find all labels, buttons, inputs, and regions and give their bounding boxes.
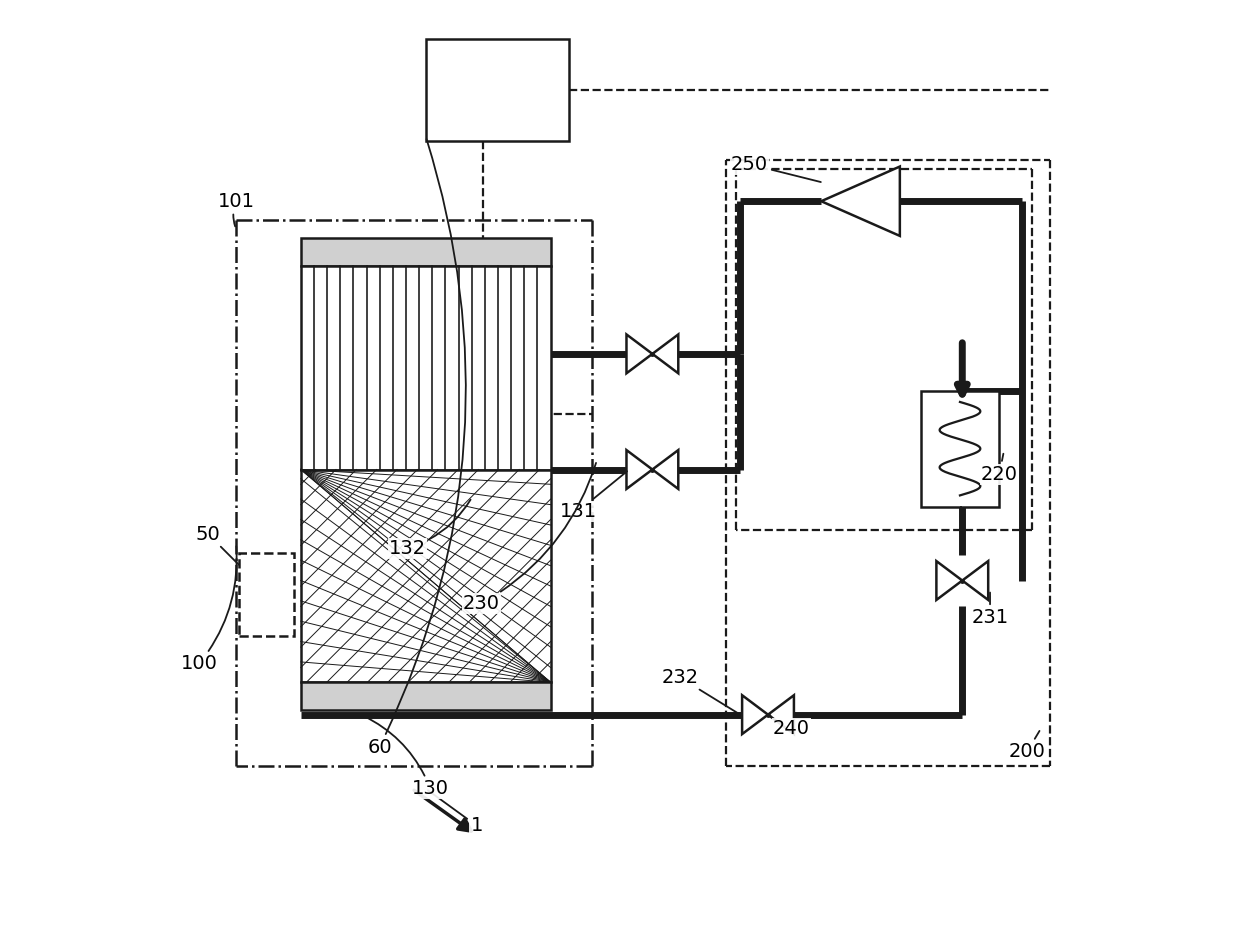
Polygon shape <box>768 695 794 734</box>
Text: 132: 132 <box>388 500 470 558</box>
Polygon shape <box>962 562 988 600</box>
Text: 232: 232 <box>662 669 738 714</box>
Bar <box>301 470 551 683</box>
Bar <box>920 391 999 506</box>
Polygon shape <box>821 166 900 236</box>
Text: 100: 100 <box>181 546 237 673</box>
Text: 231: 231 <box>971 593 1008 627</box>
Text: 200: 200 <box>1008 731 1045 762</box>
Text: 50: 50 <box>196 525 239 564</box>
Text: 60: 60 <box>367 139 466 757</box>
Text: 240: 240 <box>770 716 810 738</box>
Text: 220: 220 <box>981 454 1018 484</box>
Text: 131: 131 <box>559 471 627 520</box>
Bar <box>301 266 551 470</box>
Bar <box>239 553 294 636</box>
Text: 1: 1 <box>428 791 482 835</box>
Bar <box>301 683 551 710</box>
Polygon shape <box>936 562 962 600</box>
Polygon shape <box>626 450 652 489</box>
Bar <box>425 39 569 141</box>
Polygon shape <box>652 450 678 489</box>
Polygon shape <box>742 695 768 734</box>
Bar <box>301 239 551 266</box>
Text: 130: 130 <box>363 716 449 798</box>
Text: 250: 250 <box>730 155 821 182</box>
Text: 101: 101 <box>217 192 254 226</box>
Polygon shape <box>652 334 678 374</box>
Text: 230: 230 <box>463 463 596 613</box>
Polygon shape <box>626 334 652 374</box>
